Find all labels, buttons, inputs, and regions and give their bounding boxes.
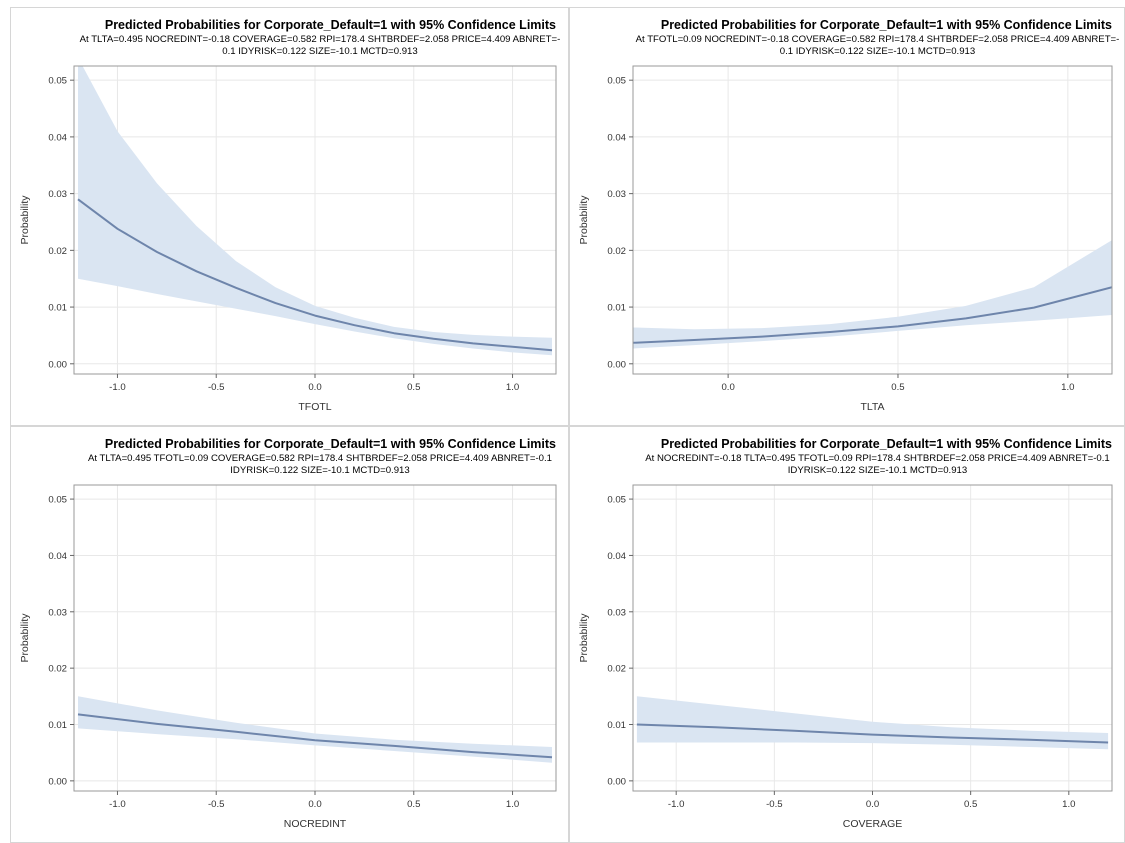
y-tick-label: 0.05 bbox=[48, 76, 67, 87]
confidence-band bbox=[78, 66, 552, 356]
x-tick-label: 1.0 bbox=[506, 799, 519, 810]
y-axis-label: Probability bbox=[19, 195, 31, 245]
y-tick-label: 0.04 bbox=[607, 132, 626, 143]
predicted-line bbox=[633, 286, 1112, 344]
x-tick-label: 0.0 bbox=[308, 382, 321, 393]
chart-subtitle-line: IDYRISK=0.122 SIZE=-10.1 MCTD=0.913 bbox=[230, 465, 409, 476]
y-axis-label: Probability bbox=[578, 195, 590, 245]
y-tick-label: 0.03 bbox=[607, 189, 626, 200]
chart-panel-nocredint: Predicted Probabilities for Corporate_De… bbox=[10, 426, 569, 843]
chart-svg: Predicted Probabilities for Corporate_De… bbox=[19, 18, 561, 413]
chart-svg: Predicted Probabilities for Corporate_De… bbox=[578, 18, 1120, 413]
chart-subtitle-line: At TFOTL=0.09 NOCREDINT=-0.18 COVERAGE=0… bbox=[636, 34, 1120, 45]
y-tick-label: 0.04 bbox=[48, 551, 67, 562]
x-tick-label: 0.5 bbox=[891, 382, 904, 393]
x-tick-label: 0.0 bbox=[308, 799, 321, 810]
y-tick-label: 0.05 bbox=[48, 495, 67, 506]
x-tick-label: 0.5 bbox=[964, 799, 977, 810]
chart-panel-coverage: Predicted Probabilities for Corporate_De… bbox=[569, 426, 1125, 843]
chart-subtitle-line: 0.1 IDYRISK=0.122 SIZE=-10.1 MCTD=0.913 bbox=[222, 46, 417, 57]
x-axis-label: COVERAGE bbox=[843, 818, 903, 830]
x-tick-label: 1.0 bbox=[1061, 382, 1074, 393]
x-tick-label: 0.0 bbox=[866, 799, 879, 810]
predicted-line bbox=[77, 713, 553, 759]
x-axis-label: TLTA bbox=[860, 401, 884, 413]
chart-subtitle-line: At TLTA=0.495 TFOTL=0.09 COVERAGE=0.582 … bbox=[88, 453, 552, 464]
y-tick-label: 0.01 bbox=[48, 303, 67, 314]
y-tick-label: 0.03 bbox=[48, 189, 67, 200]
x-tick-label: 0.0 bbox=[721, 382, 734, 393]
confidence-band bbox=[636, 696, 1109, 750]
chart-title: Predicted Probabilities for Corporate_De… bbox=[105, 18, 556, 32]
chart-panel-tfotl: Predicted Probabilities for Corporate_De… bbox=[10, 7, 569, 426]
y-tick-label: 0.00 bbox=[48, 359, 67, 370]
confidence-band bbox=[633, 240, 1112, 349]
chart-subtitle-line: 0.1 IDYRISK=0.122 SIZE=-10.1 MCTD=0.913 bbox=[780, 46, 975, 57]
x-tick-label: -0.5 bbox=[766, 799, 783, 810]
y-tick-label: 0.02 bbox=[607, 246, 626, 257]
x-tick-label: 1.0 bbox=[1062, 799, 1075, 810]
chart-title: Predicted Probabilities for Corporate_De… bbox=[661, 18, 1112, 32]
y-axis-label: Probability bbox=[19, 613, 31, 663]
y-axis-label: Probability bbox=[578, 613, 590, 663]
y-tick-label: 0.00 bbox=[607, 359, 626, 370]
x-tick-label: 0.5 bbox=[407, 799, 420, 810]
y-tick-label: 0.05 bbox=[607, 76, 626, 87]
y-tick-label: 0.03 bbox=[607, 607, 626, 618]
chart-title: Predicted Probabilities for Corporate_De… bbox=[105, 437, 556, 451]
x-tick-label: 1.0 bbox=[506, 382, 519, 393]
gridlines bbox=[74, 485, 556, 791]
x-tick-label: -0.5 bbox=[208, 382, 225, 393]
chart-subtitle-line: At TLTA=0.495 NOCREDINT=-0.18 COVERAGE=0… bbox=[80, 34, 561, 45]
y-tick-label: 0.00 bbox=[48, 776, 67, 787]
y-tick-label: 0.00 bbox=[607, 776, 626, 787]
y-tick-label: 0.03 bbox=[48, 607, 67, 618]
y-tick-label: 0.02 bbox=[48, 246, 67, 257]
y-tick-label: 0.04 bbox=[607, 551, 626, 562]
confidence-band bbox=[78, 696, 552, 763]
x-tick-label: -0.5 bbox=[208, 799, 225, 810]
predicted-line bbox=[77, 198, 553, 352]
chart-panel-tlta: Predicted Probabilities for Corporate_De… bbox=[569, 7, 1125, 426]
y-tick-label: 0.01 bbox=[48, 720, 67, 731]
chart-subtitle-line: IDYRISK=0.122 SIZE=-10.1 MCTD=0.913 bbox=[788, 465, 967, 476]
chart-title: Predicted Probabilities for Corporate_De… bbox=[661, 437, 1112, 451]
chart-svg: Predicted Probabilities for Corporate_De… bbox=[578, 437, 1113, 830]
y-tick-label: 0.02 bbox=[607, 664, 626, 675]
x-tick-label: 0.5 bbox=[407, 382, 420, 393]
y-tick-label: 0.02 bbox=[48, 664, 67, 675]
chart-subtitle-line: At NOCREDINT=-0.18 TLTA=0.495 TFOTL=0.09… bbox=[645, 453, 1110, 464]
plot-frame bbox=[632, 65, 1113, 375]
y-tick-label: 0.04 bbox=[48, 132, 67, 143]
y-tick-label: 0.01 bbox=[607, 303, 626, 314]
x-tick-label: -1.0 bbox=[109, 799, 126, 810]
predicted-line bbox=[636, 723, 1109, 744]
x-tick-label: -1.0 bbox=[668, 799, 685, 810]
x-axis-label: TFOTL bbox=[298, 401, 331, 413]
y-tick-label: 0.05 bbox=[607, 495, 626, 506]
x-tick-label: -1.0 bbox=[109, 382, 126, 393]
chart-svg: Predicted Probabilities for Corporate_De… bbox=[19, 437, 557, 830]
x-axis-label: NOCREDINT bbox=[284, 818, 347, 830]
y-tick-label: 0.01 bbox=[607, 720, 626, 731]
